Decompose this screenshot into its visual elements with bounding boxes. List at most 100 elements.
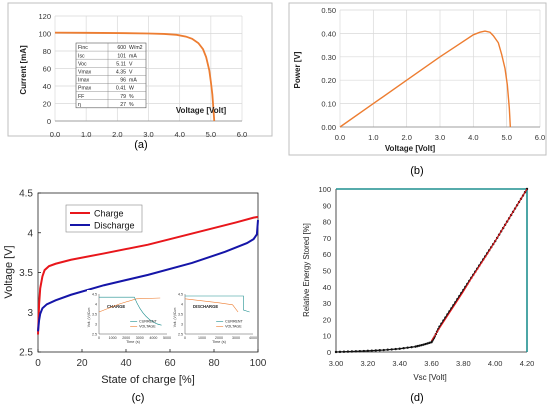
y-tick-label: 100 (38, 30, 51, 39)
inset-y-tick-label: 4 (95, 303, 97, 307)
legend-label-discharge: Discharge (94, 221, 135, 231)
series-line-iv-curve (54, 31, 216, 122)
info-table-value: 96 (120, 78, 126, 84)
x-tick-label: 4.0 (174, 130, 184, 139)
y-tick-label: 0 (47, 117, 51, 126)
info-table-value: 27 (120, 102, 126, 108)
x-tick-label: 0 (35, 358, 41, 369)
inset-legend-label-current: CURRENT (225, 320, 243, 324)
inset-charge: 2.5 3 3.5 4 4.5 0 1000 2000 3000 4000 5000 Time (s)… (87, 290, 171, 344)
panel-a-caption: (a) (134, 139, 147, 151)
info-table-param: Imax (78, 78, 90, 84)
info-table-param: Voc (78, 61, 87, 67)
inset-x-tick-label: 3000 (136, 336, 144, 340)
inset-y-axis-label: Volt. (V)/Curr. (173, 307, 177, 327)
x-tick-label: 6.0 (535, 133, 545, 142)
x-tick-label: 5.0 (501, 133, 511, 142)
info-table-value: 0.41 (116, 86, 126, 92)
inset-y-tick-label: 3 (95, 323, 97, 327)
info-table-value: 4.35 (116, 70, 126, 76)
x-tick-label: 3.00 (329, 359, 344, 368)
inset-y-tick-label: 3.5 (92, 313, 97, 317)
x-tick-label: 60 (164, 358, 176, 369)
inset-discharge: 2.5 3 3.5 4 4.5 0 1000 2000 3000 4000 Time (s) Volt… (173, 290, 257, 344)
inset-voltage-line (98, 297, 161, 313)
inset-x-tick-label: 2000 (122, 336, 130, 340)
y-tick-label: 0.40 (321, 29, 336, 38)
inset-y-tick-label: 3.5 (178, 313, 183, 317)
y-tick-label: 70 (323, 234, 331, 243)
y-tick-label: 40 (43, 82, 51, 91)
info-table-unit: V (129, 70, 133, 76)
y-tick-label: 30 (323, 299, 331, 308)
legend-label-charge: Charge (94, 209, 124, 219)
info-table-unit: mA (129, 53, 137, 59)
y-tick-label: 20 (323, 315, 331, 324)
inset-y-tick-label: 4 (181, 303, 183, 307)
info-table-unit: W/m2 (129, 45, 143, 51)
y-tick-label: 20 (43, 100, 51, 109)
info-table-value: 101 (117, 53, 126, 59)
series-line-charge (37, 215, 259, 335)
y-tick-label: 40 (323, 283, 331, 292)
y-tick-label: 0.00 (321, 123, 336, 132)
panel-c-caption: (c) (132, 392, 145, 404)
inset-title: CHARGE (107, 304, 125, 309)
info-table-unit: % (129, 94, 134, 100)
y-tick-label: 120 (38, 12, 51, 21)
inset-x-axis-label: Time (s) (126, 340, 141, 344)
inset-legend-label-voltage: VOLTAGE (225, 325, 242, 329)
x-tick-label: 100 (250, 358, 267, 369)
inset-y-tick-label: 4.5 (178, 293, 183, 297)
y-tick-label: 4 (27, 228, 33, 239)
inset-x-tick-label: 0 (98, 336, 100, 340)
info-table-value: 79 (120, 94, 126, 100)
series-line-discharge (37, 219, 259, 332)
panel-d-caption: (d) (410, 392, 423, 404)
x-tick-label: 1.0 (81, 130, 91, 139)
inset-x-axis-label: Time (s) (212, 340, 227, 344)
y-tick-label: 10 (323, 332, 331, 341)
x-tick-label: 20 (76, 358, 88, 369)
y-tick-label: 100 (318, 185, 331, 194)
info-table-param: Finc (78, 45, 88, 51)
inset-y-tick-label: 2.5 (178, 333, 183, 337)
x-tick-label: 2.0 (401, 133, 411, 142)
inset-x-tick-label: 4000 (149, 336, 157, 340)
y-tick-label: 50 (323, 267, 331, 276)
info-table-unit: mA (129, 78, 137, 84)
x-tick-label: 5.0 (206, 130, 216, 139)
panel-b-caption: (b) (410, 165, 423, 177)
y-tick-label: 0.10 (321, 100, 336, 109)
inset-background (87, 290, 170, 344)
series-line-power-curve (339, 30, 512, 128)
y-axis-label: Power [V] (293, 51, 302, 88)
inset-y-tick-label: 4.5 (92, 293, 97, 297)
x-tick-label: 6.0 (237, 130, 247, 139)
inset-y-tick-label: 2.5 (92, 333, 97, 337)
series-line-fit (431, 188, 528, 341)
panel-a: 0 20 40 60 80 100 120 0.0 1.0 2.0 3.0 4.0 5.0 6.0 Curr… (7, 2, 273, 151)
x-tick-label: 3.60 (424, 359, 439, 368)
x-tick-label: 0.0 (50, 130, 60, 139)
inset-voltage-line (184, 298, 239, 313)
x-tick-label: 3.80 (456, 359, 471, 368)
y-tick-label: 2.5 (19, 348, 33, 359)
inset-current-line (99, 296, 162, 326)
y-tick-label: 80 (323, 218, 331, 227)
panel-d: 0 10 20 30 40 50 60 70 80 90 100 3.00 3.20 3.40 3.60 3.… (302, 185, 534, 404)
panel-b-frame (288, 2, 547, 156)
y-tick-label: 90 (323, 201, 331, 210)
x-tick-label: 1.0 (368, 133, 378, 142)
x-tick-label: 4.20 (520, 359, 535, 368)
info-table-unit: % (129, 102, 134, 108)
info-table-param: Isc (78, 53, 85, 59)
info-table-param: FF (78, 94, 84, 100)
inset-x-tick-label: 1000 (198, 336, 206, 340)
y-axis-label: Voltage [V] (3, 245, 15, 298)
x-axis-label: Voltage [Volt] (176, 106, 227, 115)
info-table-value: 5.11 (116, 61, 126, 67)
x-axis-label: State of charge [%] (101, 374, 195, 386)
x-tick-label: 80 (208, 358, 220, 369)
x-tick-label: 3.0 (435, 133, 445, 142)
